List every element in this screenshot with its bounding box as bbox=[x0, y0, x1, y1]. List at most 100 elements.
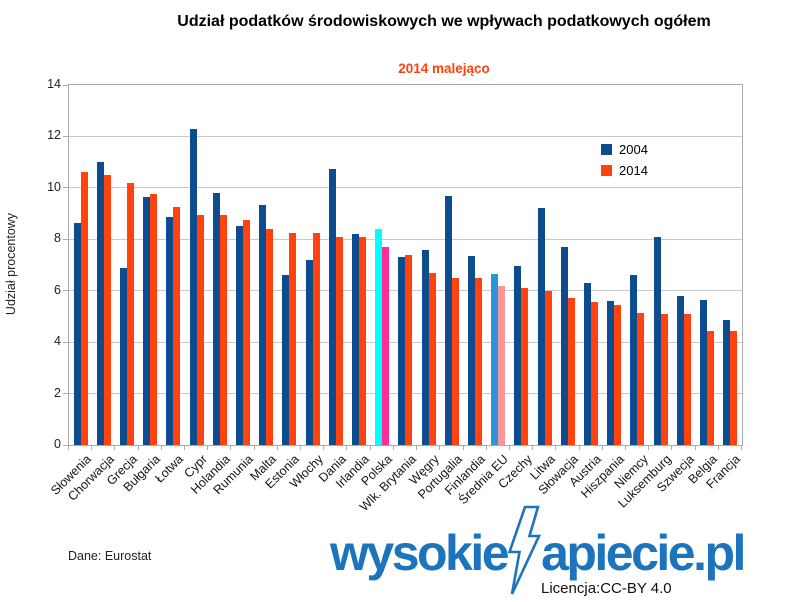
x-tick-mark bbox=[648, 446, 650, 450]
x-tick-mark bbox=[230, 446, 232, 450]
bar-group-Słowacja bbox=[556, 85, 579, 445]
bar-2004-Finlandia bbox=[468, 256, 476, 445]
bar-group-Irlandia bbox=[347, 85, 370, 445]
x-tick-mark bbox=[717, 446, 719, 450]
x-tick-mark bbox=[137, 446, 139, 450]
x-tick-mark bbox=[694, 446, 696, 450]
y-tick-mark-10 bbox=[63, 187, 69, 189]
x-tick-mark bbox=[300, 446, 302, 450]
bar-2004-Rumunia bbox=[236, 226, 244, 445]
x-tick-mark bbox=[253, 446, 255, 450]
x-tick-mark bbox=[114, 446, 116, 450]
y-tick-mark-0 bbox=[63, 444, 69, 446]
x-tick-mark bbox=[323, 446, 325, 450]
license-note: Licencja:CC-BY 4.0 bbox=[541, 580, 672, 597]
bar-2004-Estonia bbox=[282, 275, 290, 445]
y-tick-label-12: 12 bbox=[47, 128, 61, 143]
bar-2004-Belgia bbox=[700, 299, 708, 445]
x-tick-mark bbox=[462, 446, 464, 450]
bar-2014-Czechy bbox=[521, 288, 529, 445]
bar-group-Niemcy bbox=[626, 85, 649, 445]
legend-label-2014: 2014 bbox=[619, 163, 648, 178]
bar-group-Czechy bbox=[510, 85, 533, 445]
x-tick-mark bbox=[601, 446, 603, 450]
bar-2004-Wlk. Brytania bbox=[398, 257, 406, 445]
bar-group-Malta bbox=[255, 85, 278, 445]
chart-title: Udział podatków środowiskowych we wpływa… bbox=[177, 13, 711, 30]
chart-area: 2004 2014 0 2 4 6 8 10 12 14 Słowenia Chorwacja G… bbox=[47, 77, 743, 514]
bar-2004-Francja bbox=[723, 320, 731, 445]
y-tick-label-6: 6 bbox=[54, 282, 61, 297]
bar-group-Szwecja bbox=[672, 85, 695, 445]
bar-2014-Włochy bbox=[312, 232, 320, 445]
bar-2004-Austria bbox=[584, 283, 592, 445]
x-tick-mark bbox=[91, 446, 93, 450]
bar-2004-Malta bbox=[259, 204, 267, 445]
bar-group-Wlk. Brytania bbox=[394, 85, 417, 445]
bar-2004-Włochy bbox=[305, 259, 313, 445]
bar-group-Rumunia bbox=[231, 85, 254, 445]
legend-item-2014: 2014 bbox=[601, 163, 648, 178]
bar-2014-Litwa bbox=[544, 290, 552, 445]
y-tick-label-10: 10 bbox=[47, 179, 61, 194]
bar-2004-Litwa bbox=[537, 208, 545, 445]
y-tick-mark-4 bbox=[63, 341, 69, 343]
bar-group-Chorwacja bbox=[92, 85, 115, 445]
bar-2004-Irlandia bbox=[352, 234, 360, 445]
bar-2004-Bułgaria bbox=[143, 196, 151, 445]
bar-group-Belgia bbox=[695, 85, 718, 445]
gridline-10 bbox=[69, 187, 742, 189]
bar-group-Portugalia bbox=[440, 85, 463, 445]
bar-2014-Bułgaria bbox=[150, 194, 158, 445]
gridline-8 bbox=[69, 238, 742, 240]
legend-swatch-2004 bbox=[601, 144, 612, 155]
chart-subtitle: 2014 malejąco bbox=[398, 61, 490, 76]
bar-2004-Chorwacja bbox=[96, 162, 104, 445]
x-tick-mark bbox=[416, 446, 418, 450]
bar-group-Włochy bbox=[301, 85, 324, 445]
y-tick-mark-6 bbox=[63, 290, 69, 292]
y-tick-mark-14 bbox=[63, 84, 69, 86]
bar-2004-Niemcy bbox=[630, 275, 638, 445]
bar-2014-Polska bbox=[382, 247, 390, 445]
bar-group-Francja bbox=[719, 85, 742, 445]
source-note: Dane: Eurostat bbox=[68, 549, 152, 563]
bar-2014-Słowacja bbox=[567, 298, 575, 445]
bar-group-Litwa bbox=[533, 85, 556, 445]
bar-2014-Belgia bbox=[707, 330, 715, 445]
x-tick-mark bbox=[578, 446, 580, 450]
y-tick-label-0: 0 bbox=[54, 437, 61, 451]
x-tick-mark bbox=[624, 446, 626, 450]
y-tick-label-2: 2 bbox=[54, 385, 61, 400]
bar-2014-Grecja bbox=[127, 182, 134, 445]
bar-2014-Łotwa bbox=[173, 207, 181, 445]
y-tick-label-8: 8 bbox=[54, 231, 61, 246]
bar-group-Polska bbox=[371, 85, 394, 445]
bar-2014-Estonia bbox=[289, 232, 297, 445]
bar-2014-Holandia bbox=[219, 214, 227, 445]
x-tick-mark bbox=[369, 446, 371, 450]
bar-group-Luksemburg bbox=[649, 85, 672, 445]
logo-text-part2: apiecie.pl bbox=[541, 525, 746, 581]
bar-group-Łotwa bbox=[162, 85, 185, 445]
legend-label-2004: 2004 bbox=[619, 142, 648, 157]
logo-wysokienapiecie: wysokie apiecie.pl bbox=[330, 505, 746, 597]
bar-2014-Portugalia bbox=[451, 277, 459, 445]
bar-2014-Szwecja bbox=[683, 313, 691, 445]
bar-group-Holandia bbox=[208, 85, 231, 445]
bar-2014-Chorwacja bbox=[103, 175, 111, 445]
x-tick-mark bbox=[346, 446, 348, 450]
bar-group-Hiszpania bbox=[603, 85, 626, 445]
y-axis-title: Udział procentowy bbox=[4, 212, 19, 316]
bar-2004-Holandia bbox=[212, 193, 220, 445]
legend-swatch-2014 bbox=[601, 165, 612, 176]
bar-2014-Węgry bbox=[428, 272, 436, 445]
bar-2004-Łotwa bbox=[166, 217, 174, 445]
x-axis: Słowenia Chorwacja Grecja Bułgaria Łotwa Cypr… bbox=[48, 446, 743, 556]
legend: 2004 2014 bbox=[601, 142, 648, 178]
x-tick-mark bbox=[207, 446, 209, 450]
x-tick-mark bbox=[555, 446, 557, 450]
bar-group-Grecja bbox=[115, 85, 138, 445]
bar-2014-Irlandia bbox=[359, 236, 367, 445]
lightning-bolt-icon bbox=[507, 505, 542, 595]
